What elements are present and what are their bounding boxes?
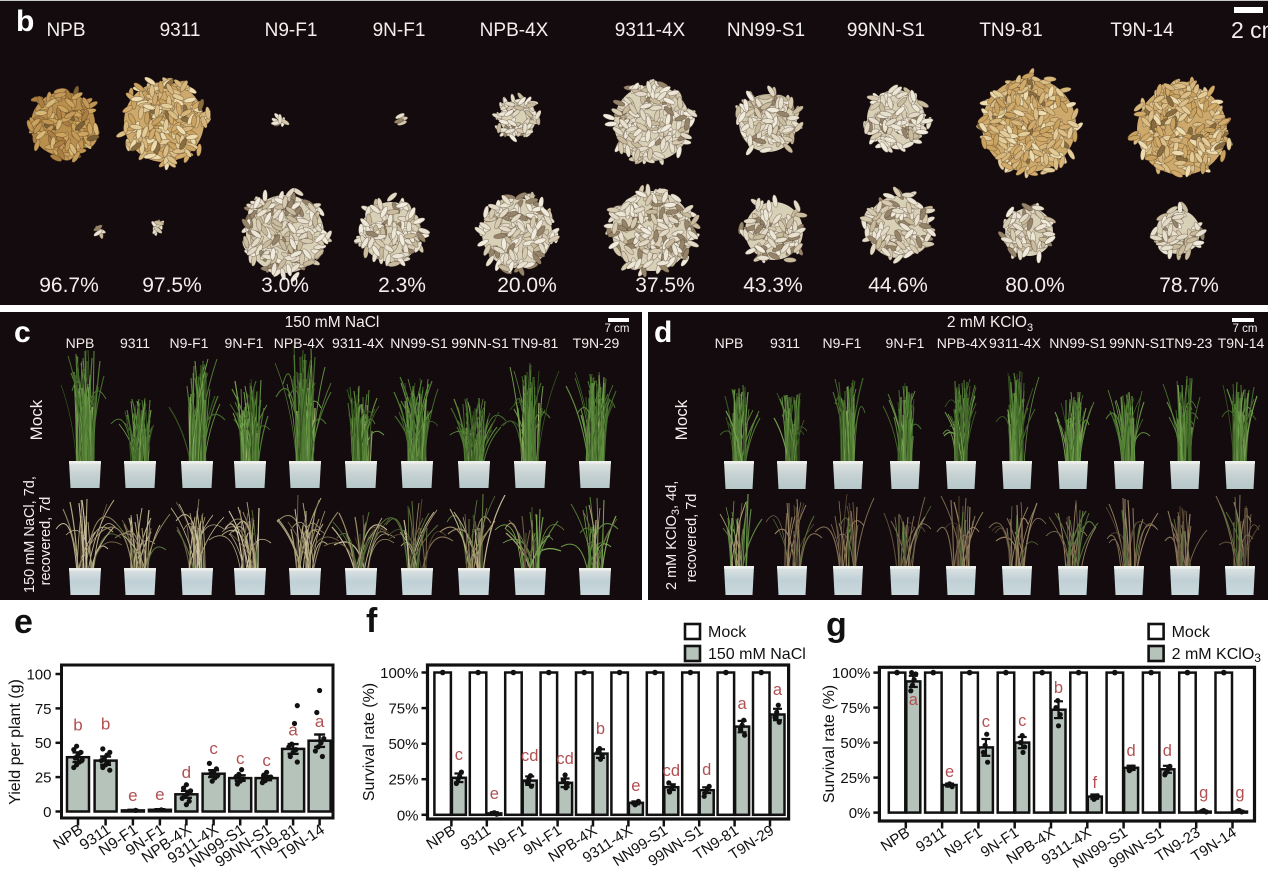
svg-text:cd: cd <box>663 762 680 780</box>
svg-text:50: 50 <box>35 735 52 752</box>
svg-text:c: c <box>455 746 463 764</box>
svg-text:0%: 0% <box>849 805 871 822</box>
svg-text:NPB: NPB <box>423 822 458 853</box>
svg-text:d: d <box>182 763 191 782</box>
svg-text:0: 0 <box>43 804 51 821</box>
svg-text:g: g <box>1199 784 1208 802</box>
svg-text:b: b <box>596 720 605 738</box>
svg-text:a: a <box>315 712 325 731</box>
svg-text:Mock: Mock <box>1172 624 1211 641</box>
svg-text:Mock: Mock <box>708 624 747 641</box>
svg-text:c: c <box>236 749 245 768</box>
svg-text:e: e <box>490 785 499 803</box>
svg-text:25: 25 <box>35 770 52 787</box>
svg-text:NPB: NPB <box>878 824 913 855</box>
svg-text:N9-F1: N9-F1 <box>485 822 529 859</box>
svg-text:cd: cd <box>521 747 538 765</box>
svg-text:f: f <box>1093 774 1098 792</box>
svg-text:c: c <box>262 751 271 770</box>
svg-text:e: e <box>128 786 137 805</box>
svg-text:75%: 75% <box>840 700 870 717</box>
svg-text:50%: 50% <box>388 736 418 753</box>
svg-text:d: d <box>702 761 711 779</box>
svg-text:c: c <box>1018 712 1026 730</box>
svg-text:cd: cd <box>556 750 573 768</box>
svg-text:b: b <box>101 715 110 734</box>
svg-text:b: b <box>73 716 82 735</box>
svg-text:d: d <box>1163 742 1172 760</box>
svg-text:100%: 100% <box>380 665 418 682</box>
svg-text:Yield per plant (g): Yield per plant (g) <box>7 679 24 805</box>
svg-text:0%: 0% <box>397 807 419 824</box>
svg-text:Survival rate (%): Survival rate (%) <box>821 685 838 803</box>
svg-text:75: 75 <box>35 701 52 718</box>
svg-text:a: a <box>738 695 748 713</box>
svg-text:a: a <box>909 691 919 709</box>
svg-text:100%: 100% <box>832 665 870 682</box>
svg-text:2 mM KClO3: 2 mM KClO3 <box>1172 646 1262 665</box>
svg-text:75%: 75% <box>388 701 418 718</box>
svg-text:100: 100 <box>26 667 51 684</box>
svg-text:50%: 50% <box>840 735 870 752</box>
svg-text:a: a <box>288 721 298 740</box>
svg-text:25%: 25% <box>840 770 870 787</box>
svg-text:a: a <box>773 681 783 699</box>
svg-text:c: c <box>982 713 990 731</box>
svg-text:Survival rate (%): Survival rate (%) <box>361 683 378 801</box>
svg-text:25%: 25% <box>388 772 418 789</box>
svg-text:c: c <box>209 739 218 758</box>
svg-text:e: e <box>945 763 954 781</box>
svg-text:e: e <box>155 785 164 804</box>
svg-text:d: d <box>1127 742 1136 760</box>
svg-text:g: g <box>1235 784 1244 802</box>
svg-text:e: e <box>631 777 640 795</box>
svg-text:150 mM NaCl: 150 mM NaCl <box>708 646 806 663</box>
svg-text:b: b <box>1054 679 1063 697</box>
svg-text:N9-F1: N9-F1 <box>941 824 985 861</box>
